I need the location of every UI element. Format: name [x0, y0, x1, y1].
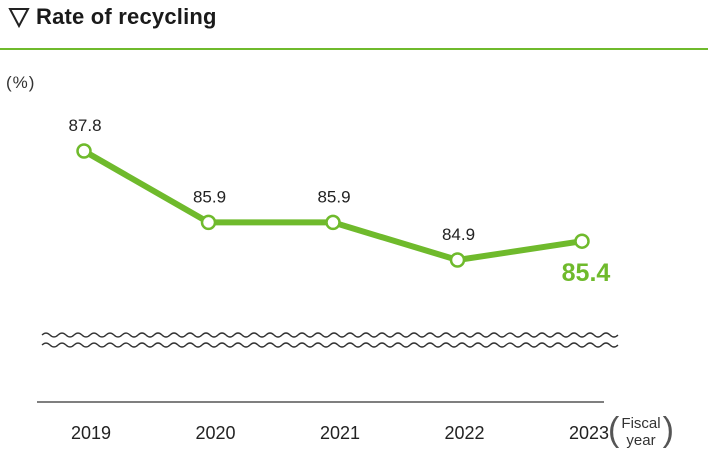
data-point-2020 [200, 214, 217, 231]
axis-break-wave [41, 332, 619, 348]
data-label-2020: 85.9 [193, 187, 226, 206]
axis-break-line-2 [41, 342, 619, 348]
x-tick-label-2022: 2022 [444, 423, 484, 443]
title-divider [0, 48, 708, 50]
data-point-2021 [325, 214, 341, 231]
data-label-2019: 87.8 [68, 116, 101, 135]
data-point-2023 [574, 233, 590, 249]
data-point-2019 [76, 143, 92, 159]
data-label-2022: 84.9 [442, 225, 475, 244]
x-tick-label-2023: 2023 [569, 423, 609, 443]
x-axis-label: ( Fiscal year ) [608, 411, 674, 449]
chart-title-text: Rate of recycling [36, 4, 217, 29]
data-label-2021: 85.9 [317, 187, 350, 206]
x-tick-label-2021: 2021 [320, 423, 360, 443]
x-axis-label-text: Fiscal year [621, 415, 661, 449]
x-tick-label-2019: 2019 [71, 423, 111, 443]
data-label-2023: 85.4 [562, 259, 611, 287]
chart-title: Rate of recycling [8, 2, 217, 32]
data-point-2022 [449, 252, 466, 268]
x-tick-label-2020: 2020 [195, 423, 235, 443]
y-axis-unit-label: (%) [6, 73, 36, 92]
down-triangle-icon [8, 8, 30, 28]
axis-break-line-1 [41, 332, 619, 338]
